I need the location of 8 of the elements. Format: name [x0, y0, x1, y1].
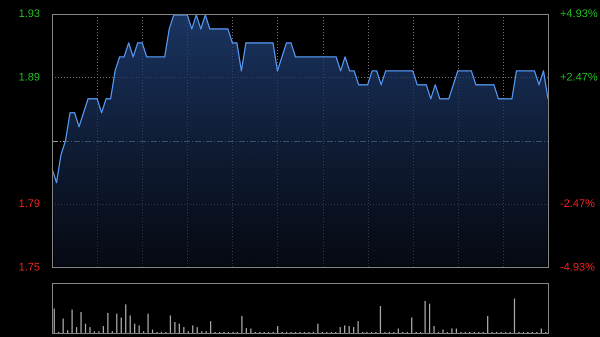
y-tick-label: 1.79 — [18, 198, 40, 210]
y2-tick-label: -2.47% — [560, 198, 596, 210]
y2-tick-label: +4.93% — [560, 8, 598, 20]
y-tick-label: 1.93 — [18, 8, 40, 20]
y-tick-label: 1.89 — [18, 71, 40, 84]
y-tick-label: 1.75 — [18, 261, 40, 274]
y2-tick-label: +2.47% — [560, 71, 598, 84]
y2-tick-label: -4.93% — [560, 261, 596, 274]
